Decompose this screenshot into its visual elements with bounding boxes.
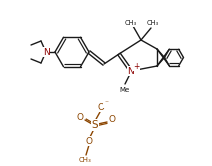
Text: O: O — [77, 113, 84, 122]
Text: O: O — [85, 136, 92, 146]
Text: S: S — [92, 120, 98, 130]
Text: CH₃: CH₃ — [79, 157, 91, 163]
Text: CH₃: CH₃ — [147, 20, 159, 26]
Text: Me: Me — [119, 87, 129, 93]
Text: +: + — [133, 61, 139, 71]
Text: N: N — [43, 47, 49, 56]
Text: O: O — [109, 115, 116, 124]
Text: CH₃: CH₃ — [125, 20, 137, 26]
Text: N: N — [128, 67, 134, 76]
Text: ⁻: ⁻ — [104, 98, 108, 108]
Text: O: O — [98, 102, 105, 112]
